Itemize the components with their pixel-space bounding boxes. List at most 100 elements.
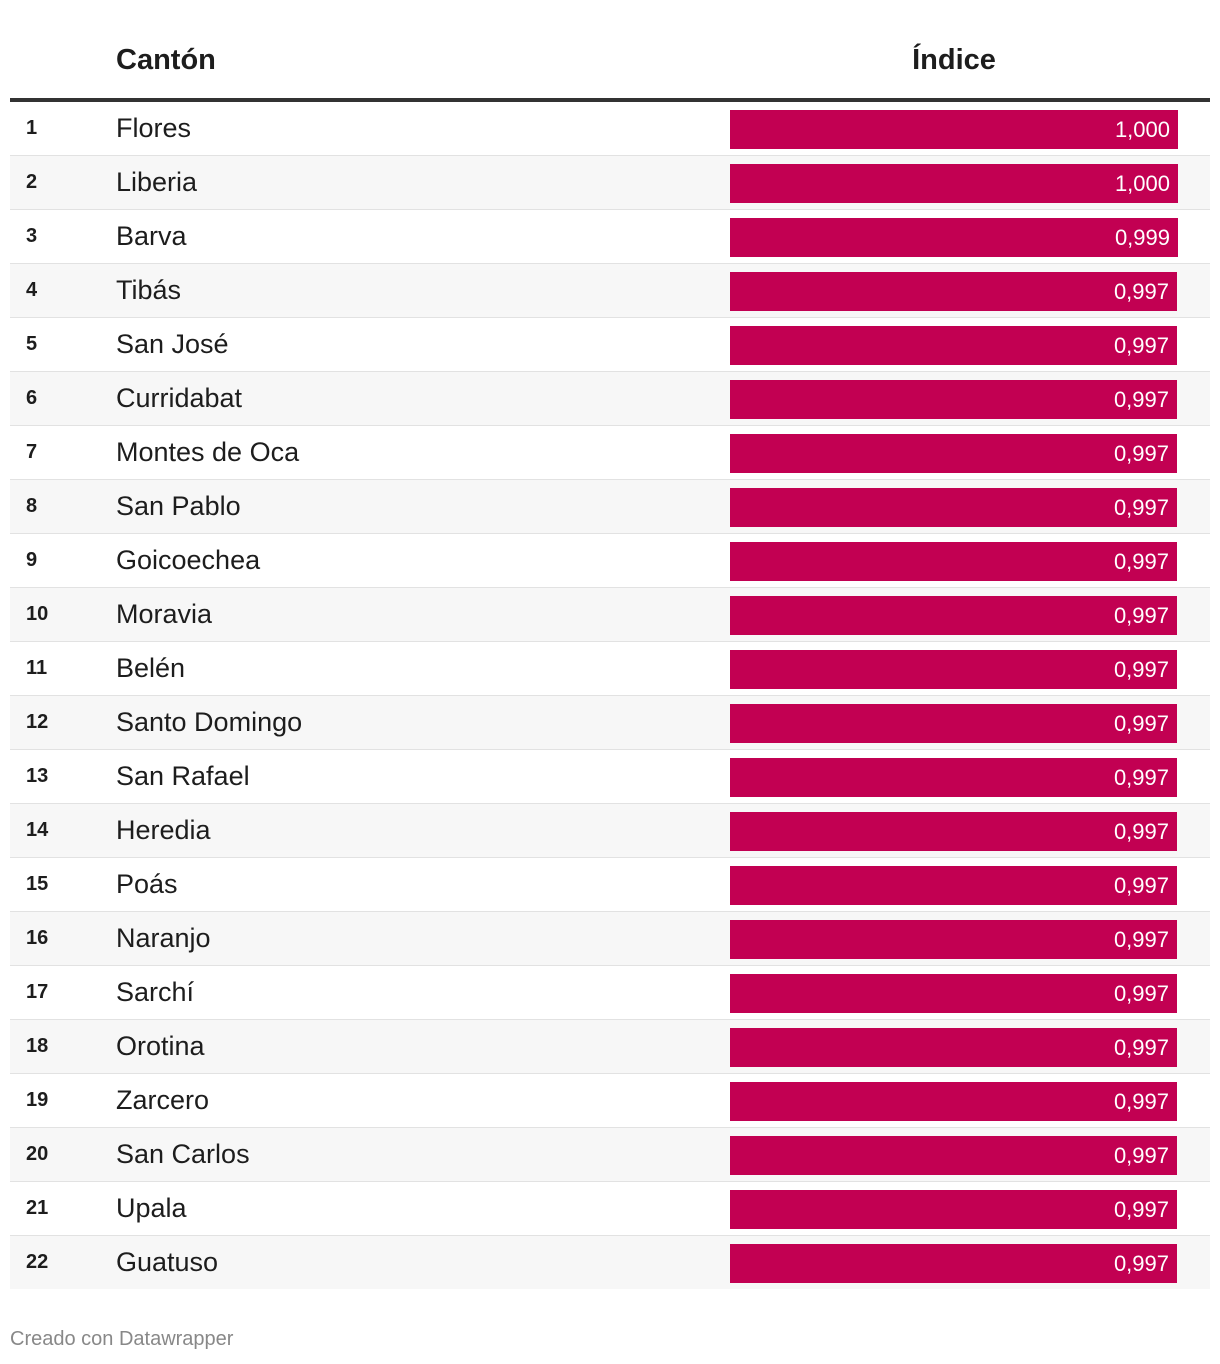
row-canton-name: Liberia xyxy=(116,167,198,197)
row-canton-name: Barva xyxy=(116,221,187,251)
bar-track: 0,997 xyxy=(730,488,1178,527)
row-rank: 17 xyxy=(26,981,49,1003)
indice-bar: 0,997 xyxy=(730,1190,1177,1229)
bar-track: 1,000 xyxy=(730,164,1178,203)
bar-track: 0,997 xyxy=(730,272,1178,311)
bar-track: 0,997 xyxy=(730,758,1178,797)
table-row: 10 Moravia 0,997 xyxy=(10,588,1210,642)
bar-value-label: 0,997 xyxy=(1113,549,1169,574)
bar-track: 0,997 xyxy=(730,542,1178,581)
row-rank: 3 xyxy=(26,225,38,247)
bar-track: 0,997 xyxy=(730,866,1178,905)
row-rank: 20 xyxy=(26,1143,49,1165)
row-rank: 15 xyxy=(26,873,49,895)
bar-value-label: 0,997 xyxy=(1113,1251,1169,1276)
row-rank: 9 xyxy=(26,549,38,571)
indice-bar: 0,997 xyxy=(730,272,1177,311)
bar-value-label: 0,997 xyxy=(1113,279,1169,304)
table-row: 12 Santo Domingo 0,997 xyxy=(10,696,1210,750)
row-rank: 1 xyxy=(26,117,38,139)
table-row: 13 San Rafael 0,997 xyxy=(10,750,1210,804)
row-canton-name: Poás xyxy=(116,869,178,899)
indice-bar: 0,997 xyxy=(730,1136,1177,1175)
bar-track: 1,000 xyxy=(730,110,1178,149)
bar-value-label: 0,997 xyxy=(1113,873,1169,898)
row-rank: 6 xyxy=(26,387,38,409)
bar-track: 0,997 xyxy=(730,974,1178,1013)
indice-bar: 0,997 xyxy=(730,866,1177,905)
datawrapper-credit: Creado con Datawrapper xyxy=(10,1328,234,1350)
indice-bar: 0,997 xyxy=(730,488,1177,527)
bar-track: 0,997 xyxy=(730,1136,1178,1175)
table-row: 8 San Pablo 0,997 xyxy=(10,480,1210,534)
row-rank: 7 xyxy=(26,441,38,463)
bar-value-label: 0,997 xyxy=(1113,981,1169,1006)
bar-track: 0,997 xyxy=(730,434,1178,473)
bar-value-label: 0,997 xyxy=(1113,1035,1169,1060)
row-canton-name: Flores xyxy=(116,113,192,143)
indice-bar: 0,999 xyxy=(730,218,1178,257)
table-row: 7 Montes de Oca 0,997 xyxy=(10,426,1210,480)
indice-bar: 0,997 xyxy=(730,704,1177,743)
bar-track: 0,997 xyxy=(730,650,1178,689)
row-canton-name: Sarchí xyxy=(116,977,195,1007)
table-header: Cantón Índice xyxy=(10,0,1210,102)
column-header-indice[interactable]: Índice xyxy=(912,44,996,76)
bar-track: 0,997 xyxy=(730,380,1178,419)
row-rank: 13 xyxy=(26,765,49,787)
row-canton-name: Orotina xyxy=(116,1031,205,1061)
table-row: 16 Naranjo 0,997 xyxy=(10,912,1210,966)
row-canton-name: Montes de Oca xyxy=(116,437,300,467)
indice-bar: 0,997 xyxy=(730,812,1177,851)
table-row: 9 Goicoechea 0,997 xyxy=(10,534,1210,588)
bar-value-label: 0,997 xyxy=(1113,819,1169,844)
row-rank: 11 xyxy=(26,657,48,679)
indice-bar: 0,997 xyxy=(730,434,1177,473)
indice-bar: 0,997 xyxy=(730,596,1177,635)
row-rank: 18 xyxy=(26,1035,49,1057)
table-row: 1 Flores 1,000 xyxy=(10,102,1210,156)
bar-value-label: 0,997 xyxy=(1113,657,1169,682)
table-row: 20 San Carlos 0,997 xyxy=(10,1128,1210,1182)
bar-track: 0,997 xyxy=(730,1190,1178,1229)
row-canton-name: Goicoechea xyxy=(116,545,261,575)
bar-value-label: 0,997 xyxy=(1113,495,1169,520)
bar-track: 0,997 xyxy=(730,1028,1178,1067)
bar-value-label: 0,997 xyxy=(1113,1197,1169,1222)
row-canton-name: San Pablo xyxy=(116,491,241,521)
indice-bar: 0,997 xyxy=(730,920,1177,959)
row-rank: 2 xyxy=(26,171,38,193)
row-canton-name: Belén xyxy=(116,653,186,683)
bar-value-label: 0,997 xyxy=(1113,333,1169,358)
row-rank: 22 xyxy=(26,1251,49,1273)
table-row: 21 Upala 0,997 xyxy=(10,1182,1210,1236)
row-canton-name: San José xyxy=(116,329,229,359)
row-rank: 19 xyxy=(26,1089,49,1111)
table-row: 5 San José 0,997 xyxy=(10,318,1210,372)
bar-value-label: 0,999 xyxy=(1114,225,1170,250)
table-row: 14 Heredia 0,997 xyxy=(10,804,1210,858)
table-row: 19 Zarcero 0,997 xyxy=(10,1074,1210,1128)
indice-bar: 0,997 xyxy=(730,380,1177,419)
row-canton-name: Santo Domingo xyxy=(116,707,303,737)
table-body: 1 Flores 1,000 2 Liberia 1,000 3 Barva 0,999 4 Tib… xyxy=(10,102,1210,1289)
row-rank: 8 xyxy=(26,495,38,517)
bar-value-label: 0,997 xyxy=(1113,387,1169,412)
bar-value-label: 1,000 xyxy=(1114,117,1170,142)
row-rank: 12 xyxy=(26,711,49,733)
bar-track: 0,997 xyxy=(730,1082,1178,1121)
table-row: 11 Belén 0,997 xyxy=(10,642,1210,696)
indice-bar: 0,997 xyxy=(730,758,1177,797)
indice-bar: 0,997 xyxy=(730,1244,1177,1283)
indice-bar: 0,997 xyxy=(730,542,1177,581)
bar-value-label: 0,997 xyxy=(1113,1143,1169,1168)
bar-value-label: 0,997 xyxy=(1113,927,1169,952)
column-header-canton[interactable]: Cantón xyxy=(116,44,216,76)
row-canton-name: Tibás xyxy=(116,275,182,305)
ranking-table: Cantón Índice 1 Flores 1,000 2 Liberia 1,000 3… xyxy=(10,0,1210,1289)
table-row: 15 Poás 0,997 xyxy=(10,858,1210,912)
row-canton-name: Curridabat xyxy=(116,383,243,413)
bar-track: 0,997 xyxy=(730,596,1178,635)
table-row: 17 Sarchí 0,997 xyxy=(10,966,1210,1020)
indice-bar: 0,997 xyxy=(730,1028,1177,1067)
